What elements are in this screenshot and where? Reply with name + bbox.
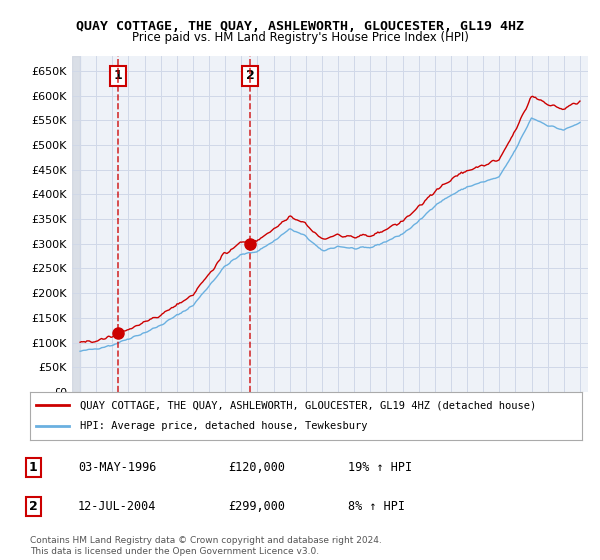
Text: QUAY COTTAGE, THE QUAY, ASHLEWORTH, GLOUCESTER, GL19 4HZ: QUAY COTTAGE, THE QUAY, ASHLEWORTH, GLOU…: [76, 20, 524, 32]
Text: 1: 1: [113, 69, 122, 82]
Text: Price paid vs. HM Land Registry's House Price Index (HPI): Price paid vs. HM Land Registry's House …: [131, 31, 469, 44]
Text: QUAY COTTAGE, THE QUAY, ASHLEWORTH, GLOUCESTER, GL19 4HZ (detached house): QUAY COTTAGE, THE QUAY, ASHLEWORTH, GLOU…: [80, 400, 536, 410]
Text: Contains HM Land Registry data © Crown copyright and database right 2024.
This d: Contains HM Land Registry data © Crown c…: [30, 536, 382, 556]
Text: 8% ↑ HPI: 8% ↑ HPI: [348, 500, 405, 514]
Text: £120,000: £120,000: [228, 461, 285, 474]
Text: 2: 2: [29, 500, 37, 514]
Text: £299,000: £299,000: [228, 500, 285, 514]
Text: 19% ↑ HPI: 19% ↑ HPI: [348, 461, 412, 474]
Text: HPI: Average price, detached house, Tewkesbury: HPI: Average price, detached house, Tewk…: [80, 421, 367, 431]
Bar: [72, 56, 80, 392]
Text: 2: 2: [245, 69, 254, 82]
Text: 03-MAY-1996: 03-MAY-1996: [78, 461, 157, 474]
Text: 1: 1: [29, 461, 37, 474]
Text: 12-JUL-2004: 12-JUL-2004: [78, 500, 157, 514]
